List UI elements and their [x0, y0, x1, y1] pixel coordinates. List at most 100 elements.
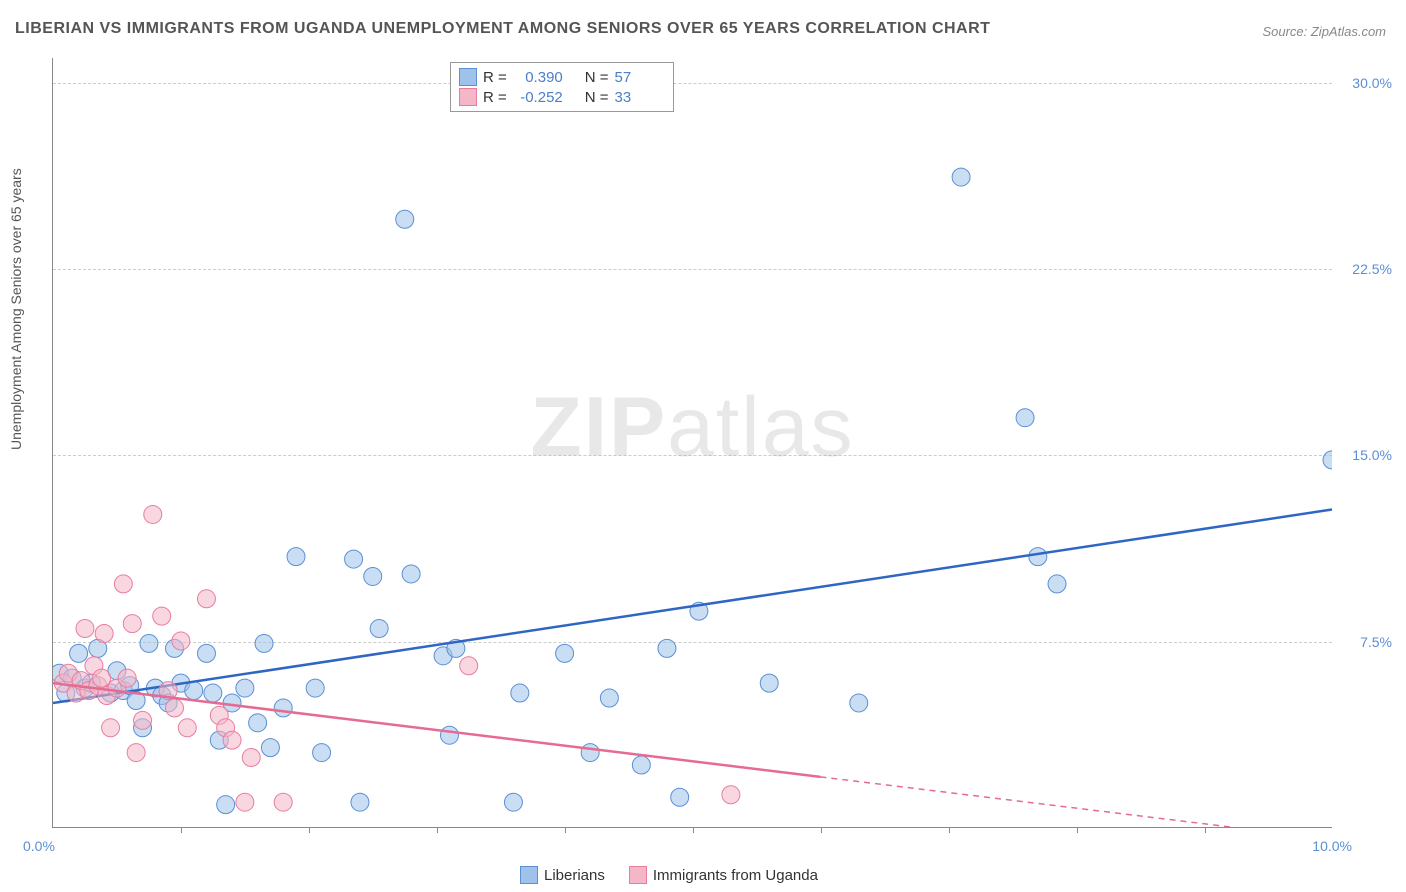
data-point [1016, 409, 1034, 427]
y-tick-label: 30.0% [1338, 75, 1392, 91]
plot-svg [53, 58, 1332, 827]
data-point [402, 565, 420, 583]
data-point [671, 788, 689, 806]
data-point [166, 699, 184, 717]
y-tick-label: 7.5% [1338, 634, 1392, 650]
legend-series-item: Immigrants from Uganda [629, 866, 818, 884]
x-tick [1205, 827, 1206, 833]
data-point [313, 744, 331, 762]
data-point [632, 756, 650, 774]
data-point [274, 793, 292, 811]
data-point [204, 684, 222, 702]
legend-series-label: Immigrants from Uganda [653, 867, 818, 884]
plot-area: ZIPatlas 7.5%15.0%22.5%30.0%0.0%10.0% [52, 58, 1332, 828]
data-point [102, 719, 120, 737]
data-point [236, 679, 254, 697]
data-point [134, 711, 152, 729]
legend-n-value: 33 [615, 89, 665, 106]
legend-r-value: 0.390 [513, 69, 563, 86]
data-point [511, 684, 529, 702]
data-point [217, 796, 235, 814]
data-point [153, 607, 171, 625]
data-point [306, 679, 324, 697]
data-point [70, 644, 88, 662]
data-point [172, 632, 190, 650]
y-tick-label: 15.0% [1338, 447, 1392, 463]
data-point [249, 714, 267, 732]
x-tick [821, 827, 822, 833]
legend-r-value: -0.252 [513, 89, 563, 106]
x-tick [309, 827, 310, 833]
data-point [760, 674, 778, 692]
data-point [1323, 451, 1332, 469]
legend-r-label: R = [483, 89, 507, 106]
data-point [114, 575, 132, 593]
data-point [396, 210, 414, 228]
data-point [850, 694, 868, 712]
data-point [1048, 575, 1066, 593]
regression-line [53, 683, 820, 777]
source-label: Source: ZipAtlas.com [1262, 24, 1386, 39]
regression-line-dashed [820, 777, 1332, 827]
data-point [185, 682, 203, 700]
data-point [178, 719, 196, 737]
legend-stats-row: R = -0.252 N = 33 [459, 87, 665, 107]
data-point [242, 749, 260, 767]
legend-n-label: N = [585, 89, 609, 106]
chart-title: LIBERIAN VS IMMIGRANTS FROM UGANDA UNEMP… [15, 20, 990, 38]
x-tick-label: 0.0% [23, 838, 55, 854]
data-point [274, 699, 292, 717]
y-tick-label: 22.5% [1338, 261, 1392, 277]
data-point [287, 548, 305, 566]
x-tick [693, 827, 694, 833]
legend-stats-row: R = 0.390 N = 57 [459, 67, 665, 87]
x-tick-label: 10.0% [1312, 838, 1352, 854]
data-point [351, 793, 369, 811]
data-point [197, 644, 215, 662]
data-point [95, 625, 113, 643]
legend-r-label: R = [483, 69, 507, 86]
x-tick [565, 827, 566, 833]
data-point [722, 786, 740, 804]
data-point [236, 793, 254, 811]
data-point [255, 634, 273, 652]
data-point [123, 615, 141, 633]
data-point [127, 744, 145, 762]
data-point [460, 657, 478, 675]
x-tick [1077, 827, 1078, 833]
data-point [600, 689, 618, 707]
data-point [504, 793, 522, 811]
y-axis-label: Unemployment Among Seniors over 65 years [8, 168, 24, 450]
data-point [144, 505, 162, 523]
legend-swatch [459, 88, 477, 106]
regression-line [53, 509, 1332, 702]
x-tick [949, 827, 950, 833]
legend-stats: R = 0.390 N = 57 R = -0.252 N = 33 [450, 62, 674, 112]
data-point [556, 644, 574, 662]
legend-series-label: Liberians [544, 867, 605, 884]
legend-swatch [459, 68, 477, 86]
legend-n-value: 57 [615, 69, 665, 86]
legend-n-label: N = [585, 69, 609, 86]
data-point [261, 739, 279, 757]
data-point [370, 620, 388, 638]
data-point [223, 731, 241, 749]
legend-series-item: Liberians [520, 866, 605, 884]
data-point [658, 639, 676, 657]
data-point [345, 550, 363, 568]
data-point [1029, 548, 1047, 566]
correlation-chart: LIBERIAN VS IMMIGRANTS FROM UGANDA UNEMP… [0, 0, 1406, 892]
data-point [140, 634, 158, 652]
data-point [118, 669, 136, 687]
legend-swatch [520, 866, 538, 884]
x-tick [437, 827, 438, 833]
data-point [364, 567, 382, 585]
legend-series: Liberians Immigrants from Uganda [520, 866, 818, 884]
x-tick [181, 827, 182, 833]
data-point [76, 620, 94, 638]
data-point [952, 168, 970, 186]
data-point [197, 590, 215, 608]
data-point [440, 726, 458, 744]
legend-swatch [629, 866, 647, 884]
data-point [581, 744, 599, 762]
